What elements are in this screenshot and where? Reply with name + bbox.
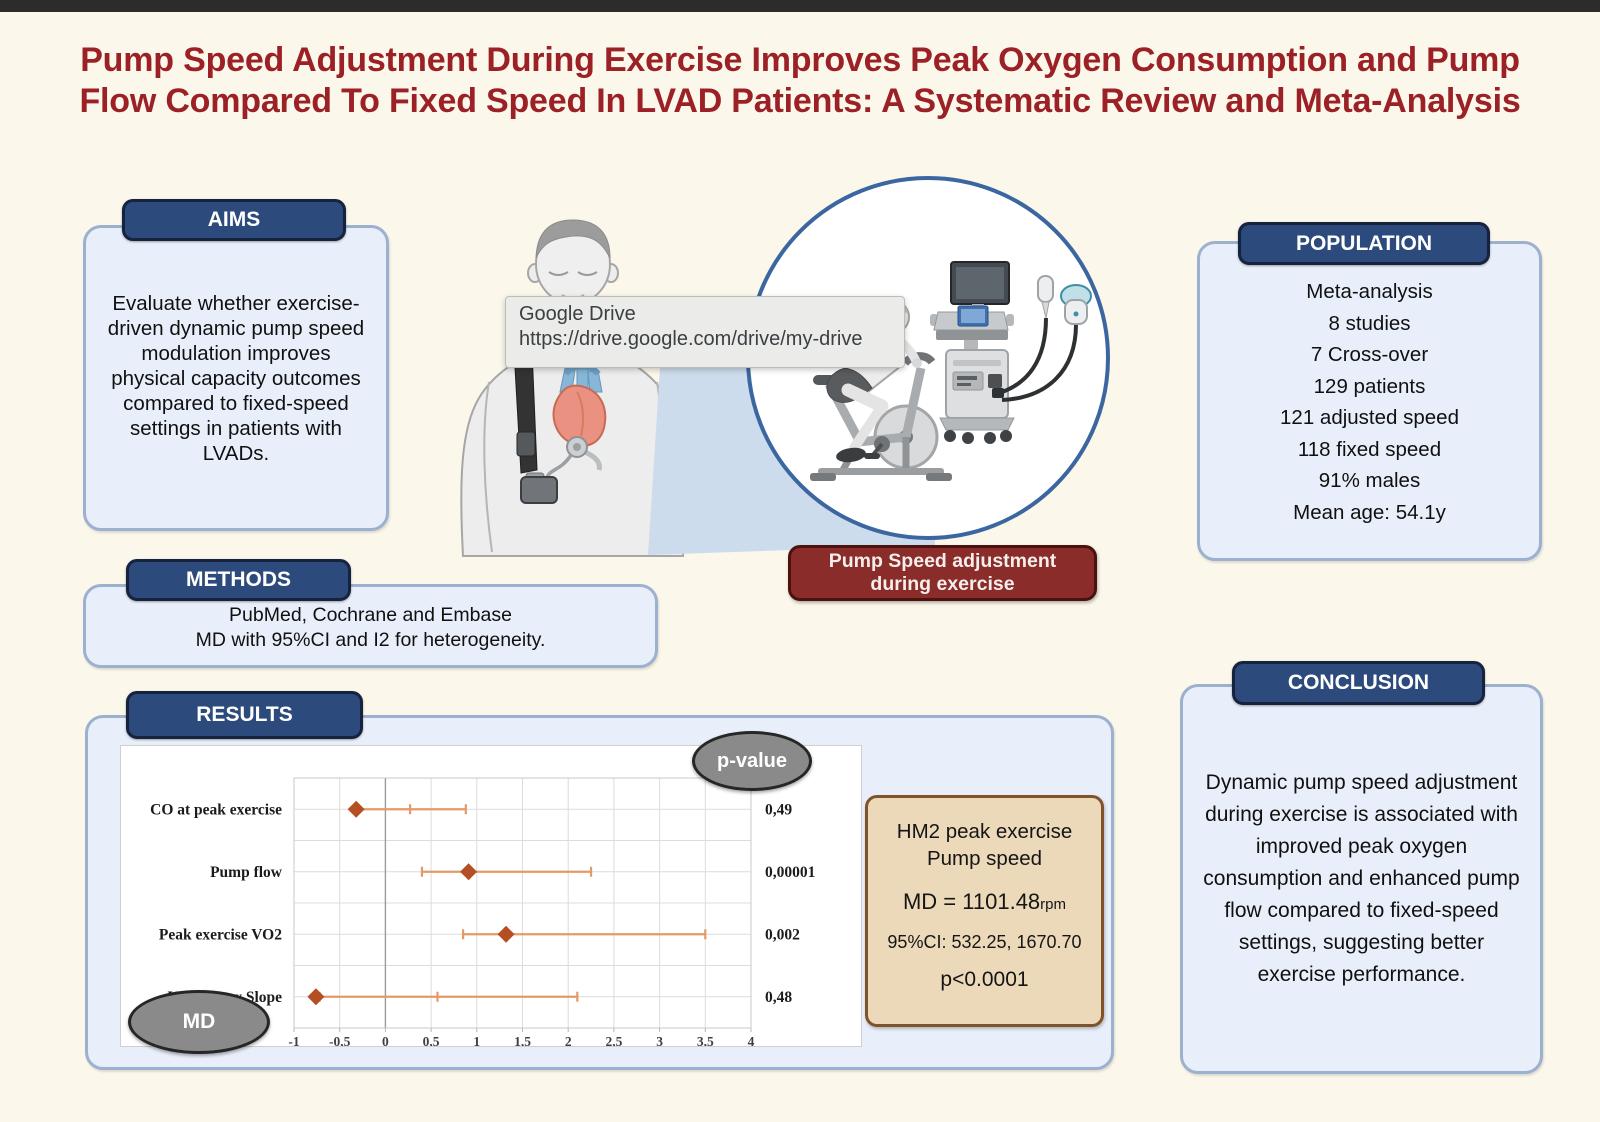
svg-text:3,5: 3,5 [697, 1034, 714, 1046]
page-title: Pump Speed Adjustment During Exercise Im… [60, 40, 1540, 122]
forest-plot-svg: -1 -0,5 0 0,5 1 1,5 2 2,5 3 3,5 4 CO at peak exerci… [150, 777, 815, 1049]
battery-pack [520, 472, 558, 504]
pump-speed-caption: Pump Speed adjustment during exercise [788, 545, 1097, 601]
bike-handlebar [902, 352, 936, 366]
hm2-md-unit: rpm [1040, 896, 1067, 913]
svg-text:3: 3 [656, 1034, 663, 1046]
page-title-line2: Flow Compared To Fixed Speed In LVAD Pat… [79, 82, 1521, 120]
hair [535, 219, 611, 259]
aims-text: Evaluate whether exercise-driven dynamic… [107, 291, 365, 465]
md-oval: MD [128, 990, 270, 1054]
methods-panel: PubMed, Cochrane and Embase MD with 95%CI… [83, 584, 658, 668]
population-line: 121 adjusted speed [1280, 406, 1459, 429]
forest-row-label: Peak exercise VO2 [159, 926, 282, 943]
conclusion-header: CONCLUSION [1232, 661, 1485, 705]
conclusion-header-label: CONCLUSION [1287, 671, 1430, 694]
hm2-ci: 95%CI: 532.25, 1670.70 [887, 932, 1082, 952]
forest-row-label: Pump flow [210, 864, 283, 881]
svg-text:4: 4 [748, 1034, 755, 1046]
svg-text:0: 0 [382, 1034, 389, 1046]
bike-pedal [864, 453, 880, 459]
methods-header-label: METHODS [186, 568, 291, 591]
md-oval-label: MD [182, 1010, 216, 1033]
population-lines: Meta-analysis 8 studies 7 Cross-over 129 pa… [1200, 244, 1539, 558]
browser-link-tooltip: Google Drive https://drive.google.com/dr… [505, 296, 905, 368]
population-header-label: POPULATION [1295, 231, 1433, 255]
forest-diamond-marker [307, 988, 325, 1006]
methods-lines: PubMed, Cochrane and Embase MD with 95%CI… [86, 587, 655, 665]
population-line: Meta-analysis [1306, 280, 1433, 303]
svg-text:1,5: 1,5 [514, 1034, 531, 1046]
population-line: Mean age: 54.1y [1293, 500, 1446, 524]
forest-diamond-marker [347, 800, 365, 818]
ultrasound-keyboard [936, 330, 1008, 340]
forest-row-pvalue: 0,49 [765, 801, 792, 818]
heart-lvad-icon [552, 363, 607, 471]
forest-row-pvalue: 0,00001 [765, 864, 815, 881]
population-line: 7 Cross-over [1310, 343, 1429, 366]
forest-row-label: CO at peak exercise [150, 801, 282, 818]
page-title-line1: Pump Speed Adjustment During Exercise Im… [80, 41, 1520, 79]
linear-probe-icon [1037, 275, 1054, 319]
aims-header: AIMS [122, 199, 346, 241]
svg-text:-1: -1 [288, 1034, 299, 1046]
svg-text:2,5: 2,5 [605, 1034, 622, 1046]
svg-text:-0,5: -0,5 [329, 1034, 351, 1046]
hm2-md-value: MD = 1101.48rpm [868, 889, 1101, 915]
svg-text:1: 1 [473, 1034, 480, 1046]
pump-speed-caption-line1: Pump Speed adjustment [828, 550, 1057, 572]
hm2-pvalue: p<0.0001 [940, 968, 1029, 991]
central-illustration [460, 176, 1110, 557]
population-line: 91% males [1318, 469, 1421, 492]
tooltip-url: https://drive.google.com/drive/my-drive [519, 328, 863, 350]
conclusion-text: Dynamic pump speed adjustment during exe… [1203, 771, 1520, 986]
svg-text:2: 2 [565, 1034, 572, 1046]
population-line: 129 patients [1313, 374, 1426, 398]
hm2-result-box: HM2 peak exercise Pump speed MD = 1101.4… [865, 795, 1104, 1027]
population-header: POPULATION [1238, 222, 1490, 265]
aims-header-label: AIMS [207, 208, 261, 231]
pvalue-oval: p-value [692, 731, 812, 791]
conclusion-panel: Dynamic pump speed adjustment during exe… [1180, 684, 1543, 1074]
hm2-title-line1: HM2 peak exercise [896, 820, 1073, 843]
pvalue-oval-label: p-value [716, 749, 788, 772]
methods-line: MD with 95%CI and I2 for heterogeneity. [195, 629, 546, 651]
results-header: RESULTS [126, 691, 363, 739]
svg-text:0,5: 0,5 [423, 1034, 440, 1046]
convex-probe-icon [1060, 284, 1092, 325]
hm2-md-number: MD = 1101.48 [902, 889, 1041, 914]
tooltip-title: Google Drive [519, 303, 636, 325]
hm2-title: HM2 peak exercise Pump speed [868, 818, 1101, 872]
ultrasound-machine [930, 261, 1092, 444]
results-header-label: RESULTS [196, 703, 293, 726]
forest-diamond-marker [460, 863, 478, 881]
forest-row-pvalue: 0,48 [765, 989, 792, 1006]
methods-line: PubMed, Cochrane and Embase [229, 604, 512, 626]
forest-diamond-marker [497, 925, 515, 943]
population-line: 118 fixed speed [1297, 437, 1442, 461]
aims-panel: Evaluate whether exercise-driven dynamic… [83, 225, 389, 531]
pump-speed-caption-line2: during exercise [870, 573, 1015, 595]
cyclist-shoe [836, 447, 866, 463]
population-line: 8 studies [1328, 311, 1411, 335]
methods-header: METHODS [126, 559, 351, 601]
hm2-title-line2: Pump speed [926, 847, 1043, 870]
population-panel: Meta-analysis 8 studies 7 Cross-over 129 pa… [1197, 241, 1542, 561]
window-top-bar [0, 0, 1600, 12]
forest-row-pvalue: 0,002 [765, 926, 800, 943]
